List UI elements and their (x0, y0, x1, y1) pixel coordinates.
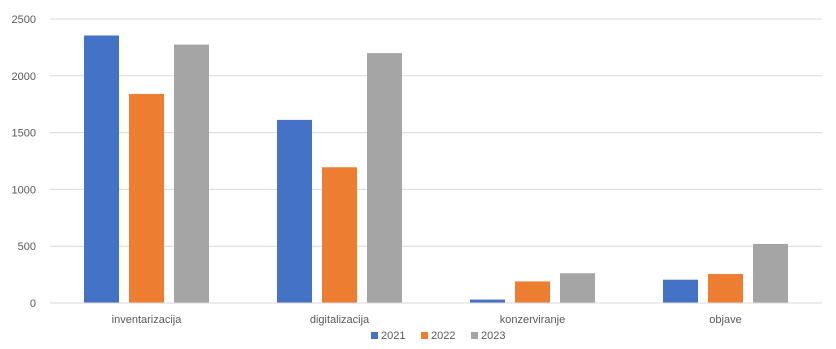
x-tick-label: konzerviranje (500, 314, 565, 326)
bar-2022-digitalizacija (322, 167, 357, 303)
bar-2022-konzerviranje (515, 281, 550, 303)
legend: 2021 2022 2023 (371, 330, 505, 342)
x-tick-label: digitalizacija (310, 314, 370, 326)
y-tick-label: 0 (30, 298, 36, 310)
bar-2022-objave (708, 274, 743, 303)
legend-label: 2021 (381, 330, 405, 342)
x-axis-ticks: inventarizacija digitalizacija konzerviran… (112, 314, 742, 326)
y-tick-label: 1000 (12, 184, 36, 196)
gridlines (50, 18, 822, 247)
legend-swatch-2022 (421, 332, 428, 339)
bars (84, 35, 788, 304)
y-axis-ticks: 0 500 1000 1500 2000 2500 (12, 14, 36, 310)
y-tick-label: 1500 (12, 128, 36, 140)
legend-swatch-2021 (371, 332, 378, 339)
legend-swatch-2023 (471, 332, 478, 339)
bar-2023-konzerviranje (560, 273, 595, 303)
legend-label: 2023 (481, 330, 505, 342)
bar-2021-objave (663, 279, 698, 303)
y-tick-label: 2500 (12, 14, 36, 26)
y-tick-label: 500 (18, 241, 36, 253)
bar-2023-objave (753, 243, 788, 303)
x-tick-label: objave (709, 314, 741, 326)
bar-2021-inventarizacija (84, 35, 119, 304)
bar-2022-inventarizacija (129, 93, 164, 303)
y-tick-label: 2000 (12, 71, 36, 83)
bar-2021-digitalizacija (277, 119, 312, 303)
legend-label: 2022 (431, 330, 455, 342)
bar-2023-digitalizacija (367, 53, 402, 303)
bar-2023-inventarizacija (174, 44, 209, 304)
x-tick-label: inventarizacija (112, 314, 183, 326)
bar-2021-konzerviranje (470, 299, 505, 303)
